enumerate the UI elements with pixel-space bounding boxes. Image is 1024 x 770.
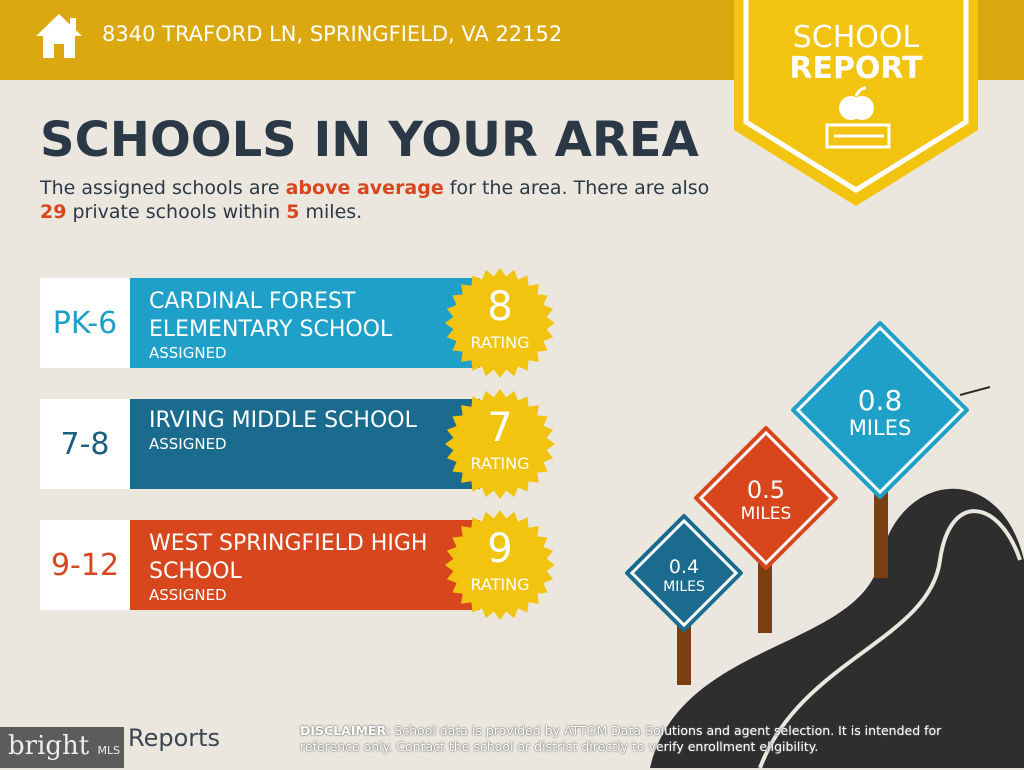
bright-mls-logo: bright MLS xyxy=(0,727,124,768)
school-bar: IRVING MIDDLE SCHOOL ASSIGNED xyxy=(130,399,480,489)
sign-unit: MILES xyxy=(663,579,705,595)
school-name: WEST SPRINGFIELD HIGH SCHOOL xyxy=(149,531,428,584)
grade-range: 9-12 xyxy=(40,520,130,610)
rating-star-icon xyxy=(445,510,555,620)
rating-label: RATING xyxy=(470,575,530,594)
rating-star-icon xyxy=(445,268,555,378)
school-status: ASSIGNED xyxy=(149,435,227,453)
rating-star-icon xyxy=(445,389,555,499)
grade-range: 7-8 xyxy=(40,399,130,489)
rating-label: RATING xyxy=(470,454,530,473)
badge-line2: REPORT xyxy=(789,51,923,86)
school-row: PK-6 CARDINAL FOREST ELEMENTARY SCHOOL AS… xyxy=(40,268,560,378)
grade-range: PK-6 xyxy=(40,278,130,368)
home-icon xyxy=(36,14,82,58)
school-bar: CARDINAL FOREST ELEMENTARY SCHOOL ASSIGNE… xyxy=(130,278,480,368)
rating-value: 7 xyxy=(487,405,513,451)
sign-value: 0.4 xyxy=(669,556,699,578)
school-row: 7-8 IRVING MIDDLE SCHOOL ASSIGNED 7 RATIN… xyxy=(40,389,560,499)
school-bar: WEST SPRINGFIELD HIGH SCHOOL ASSIGNED xyxy=(130,520,480,610)
rating-label: RATING xyxy=(470,333,530,352)
sign-value: 0.5 xyxy=(747,476,785,504)
property-address: 8340 TRAFORD LN, SPRINGFIELD, VA 22152 xyxy=(102,22,563,46)
sign-value: 0.8 xyxy=(858,384,903,417)
description: The assigned schools are above average f… xyxy=(40,177,710,223)
school-status: ASSIGNED xyxy=(149,586,227,604)
sign-unit: MILES xyxy=(741,504,792,524)
sign-unit: MILES xyxy=(849,416,912,440)
page-title: SCHOOLS IN YOUR AREA xyxy=(40,112,699,168)
reports-label: Reports xyxy=(128,724,221,752)
rating-value: 8 xyxy=(487,284,513,330)
school-report-badge xyxy=(734,0,978,206)
school-name: IRVING MIDDLE SCHOOL xyxy=(149,408,417,433)
school-name: CARDINAL FOREST ELEMENTARY SCHOOL xyxy=(149,289,393,342)
school-status: ASSIGNED xyxy=(149,344,227,362)
apple-books-icon xyxy=(825,86,891,149)
school-row: 9-12 WEST SPRINGFIELD HIGH SCHOOL ASSIGNE… xyxy=(40,510,560,620)
rating-value: 9 xyxy=(487,526,513,572)
disclaimer: DISCLAIMER: School data is provided by A… xyxy=(300,723,942,754)
badge-line1: SCHOOL xyxy=(792,20,920,55)
